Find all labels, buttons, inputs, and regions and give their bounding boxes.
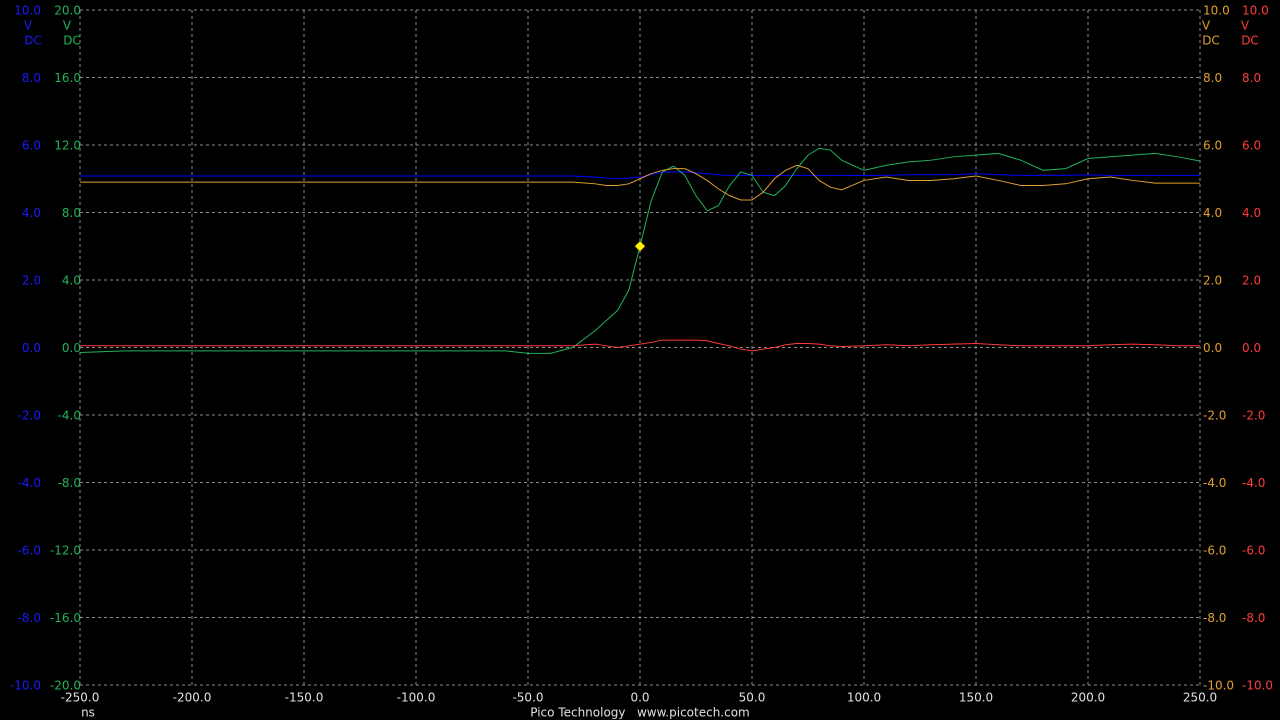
y-tick-label: -8.0 [1203,611,1226,625]
y-tick-label: -6.0 [1242,544,1265,558]
y-tick-label: -16.0 [50,611,81,625]
axis-unit: V [1241,19,1250,33]
x-tick-label: -100.0 [397,691,436,705]
y-tick-label: -4.0 [1203,476,1226,490]
y-tick-label: 0.0 [1203,341,1222,355]
y-tick-label: 6.0 [22,139,41,153]
y-tick-label: 6.0 [1203,139,1222,153]
y-tick-label: 10.0 [1242,4,1269,18]
axis-coupling: DC [1202,34,1220,48]
trace [79,147,1201,354]
y-tick-label: -8.0 [18,611,41,625]
y-tick-label: -2.0 [18,409,41,423]
trace [80,171,1200,180]
y-tick-label: -20.0 [50,679,81,693]
y-tick-label: -12.0 [50,544,81,558]
x-tick-label: 150.0 [959,691,993,705]
y-tick-label: -8.0 [58,476,81,490]
trace [80,339,1200,352]
x-unit: ns [81,706,95,720]
y-tick-label: -8.0 [1242,611,1265,625]
y-tick-label: -4.0 [58,409,81,423]
x-tick-label: 50.0 [739,691,766,705]
y-tick-label: -2.0 [1242,409,1265,423]
y-tick-label: 10.0 [14,4,41,18]
y-tick-label: 2.0 [1242,274,1261,288]
axis-unit: V [63,19,72,33]
y-tick-label: -10.0 [10,679,41,693]
axis-unit: V [1202,19,1211,33]
x-tick-label: -150.0 [285,691,324,705]
x-tick-label: 0.0 [630,691,649,705]
y-tick-label: 4.0 [1242,206,1261,220]
y-tick-label: 8.0 [22,71,41,85]
y-tick-label: -2.0 [1203,409,1226,423]
axis-coupling: DC [1241,34,1259,48]
axis-unit: V [24,19,33,33]
y-tick-label: 6.0 [1242,139,1261,153]
y-tick-label: 12.0 [54,139,81,153]
y-tick-label: -10.0 [1203,679,1234,693]
x-tick-label: -50.0 [512,691,543,705]
y-tick-label: -6.0 [18,544,41,558]
y-tick-label: 0.0 [62,341,81,355]
y-tick-label: -4.0 [18,476,41,490]
axis-coupling: DC [24,34,42,48]
y-tick-label: 0.0 [1242,341,1261,355]
y-tick-label: 0.0 [22,341,41,355]
axis-coupling: DC [63,34,81,48]
footer: Pico Technology www.picotech.com [530,706,750,720]
y-tick-label: 2.0 [22,274,41,288]
y-tick-label: -6.0 [1203,544,1226,558]
y-tick-label: 10.0 [1203,4,1230,18]
x-tick-label: 250.0 [1183,691,1217,705]
y-tick-label: 4.0 [62,274,81,288]
y-tick-label: 16.0 [54,71,81,85]
trigger-marker [634,240,646,252]
y-tick-label: 2.0 [1203,274,1222,288]
y-tick-label: 4.0 [1203,206,1222,220]
y-tick-label: 4.0 [22,206,41,220]
y-tick-label: -10.0 [1242,679,1273,693]
x-tick-label: 200.0 [1071,691,1105,705]
x-tick-label: -200.0 [173,691,212,705]
x-tick-label: -250.0 [61,691,100,705]
y-tick-label: 8.0 [62,206,81,220]
y-tick-label: 8.0 [1242,71,1261,85]
y-tick-label: 8.0 [1203,71,1222,85]
x-tick-label: 100.0 [847,691,881,705]
y-tick-label: -4.0 [1242,476,1265,490]
trace [80,164,1200,201]
y-tick-label: 20.0 [54,4,81,18]
